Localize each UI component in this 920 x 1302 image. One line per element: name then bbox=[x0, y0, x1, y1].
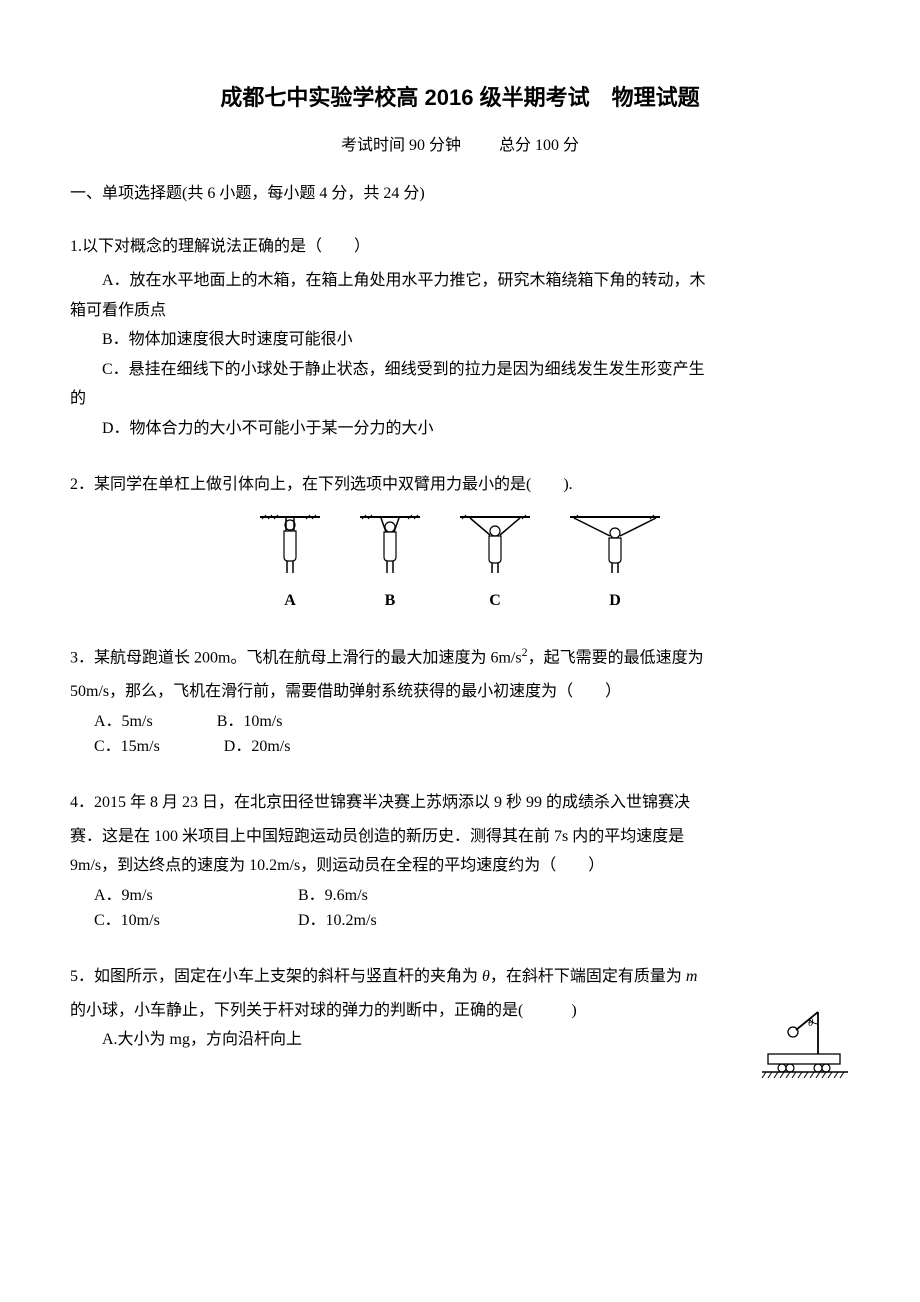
q4-opts-row1: A．9m/s B．9.6m/s bbox=[94, 883, 850, 909]
q1-opt-a-l1: A．放在水平地面上的木箱，在箱上角处用水平力推它，研究木箱绕箱下角的转动，木 bbox=[102, 268, 850, 294]
theta-label: θ bbox=[808, 1017, 814, 1029]
question-2: 2．某同学在单杠上做引体向上，在下列选项中双臂用力最小的是( ). A bbox=[70, 472, 850, 614]
q4-stem-l1: 4．2015 年 8 月 23 日，在北京田径世锦赛半决赛上苏炳添以 9 秒 9… bbox=[70, 790, 850, 816]
pullup-a-icon bbox=[260, 511, 320, 575]
q5-pre: 5．如图所示，固定在小车上支架的斜杆与竖直杆的夹角为 bbox=[70, 968, 482, 985]
question-3: 3．某航母跑道长 200m。飞机在航母上滑行的最大加速度为 6m/s2，起飞需要… bbox=[70, 643, 850, 760]
q1-opt-a-l2: 箱可看作质点 bbox=[70, 298, 850, 324]
q4-stem-l2: 赛．这是在 100 米项目上中国短跑运动员创造的新历史．测得其在前 7s 内的平… bbox=[70, 824, 850, 850]
q3-opt-d: D．20m/s bbox=[224, 734, 291, 760]
q3-opt-b: B．10m/s bbox=[217, 709, 283, 735]
exam-time: 考试时间 90 分钟 bbox=[341, 137, 461, 154]
pullup-d-icon bbox=[570, 511, 660, 575]
q1-stem: 1.以下对概念的理解说法正确的是（ ） bbox=[70, 234, 850, 260]
q2-fig-c: C bbox=[460, 511, 530, 613]
q1-opt-b: B．物体加速度很大时速度可能很小 bbox=[102, 327, 850, 353]
q2-fig-a: A bbox=[260, 511, 320, 613]
q3-opt-c: C．15m/s bbox=[94, 734, 160, 760]
q2-label-c: C bbox=[460, 588, 530, 614]
q5-mid: ，在斜杆下端固定有质量为 bbox=[490, 968, 686, 985]
q1-opt-d: D．物体合力的大小不可能小于某一分力的大小 bbox=[102, 416, 850, 442]
exam-title: 成都七中实验学校高 2016 级半期考试 物理试题 bbox=[70, 80, 850, 115]
exam-total: 总分 100 分 bbox=[499, 137, 579, 154]
q2-label-a: A bbox=[260, 588, 320, 614]
q3-opts-row2: C．15m/s D．20m/s bbox=[94, 734, 850, 760]
q4-opt-a: A．9m/s bbox=[94, 883, 294, 909]
section-1-header: 一、单项选择题(共 6 小题，每小题 4 分，共 24 分) bbox=[70, 181, 850, 207]
q4-opt-c: C．10m/s bbox=[94, 908, 294, 934]
pullup-b-icon bbox=[360, 511, 420, 575]
cart-pole-icon: θ bbox=[760, 1002, 850, 1084]
exam-subtitle: 考试时间 90 分钟 总分 100 分 bbox=[70, 133, 850, 159]
q4-opts-row2: C．10m/s D．10.2m/s bbox=[94, 908, 850, 934]
q3-opt-a: A．5m/s bbox=[94, 709, 153, 735]
q3-opts-row1: A．5m/s B．10m/s bbox=[94, 709, 850, 735]
q5-opt-a: A.大小为 mg，方向沿杆向上 bbox=[102, 1027, 850, 1053]
q3-stem-l2: 50m/s，那么，飞机在滑行前，需要借助弹射系统获得的最小初速度为（ ） bbox=[70, 679, 850, 705]
q5-stem-l1: 5．如图所示，固定在小车上支架的斜杆与竖直杆的夹角为 θ，在斜杆下端固定有质量为… bbox=[70, 964, 850, 990]
q4-opt-d: D．10.2m/s bbox=[298, 908, 498, 934]
q3-stem-l1: 3．某航母跑道长 200m。飞机在航母上滑行的最大加速度为 6m/s2，起飞需要… bbox=[70, 643, 850, 671]
q2-label-b: B bbox=[360, 588, 420, 614]
question-5: 5．如图所示，固定在小车上支架的斜杆与竖直杆的夹角为 θ，在斜杆下端固定有质量为… bbox=[70, 964, 850, 1092]
q1-opt-c-l2: 的 bbox=[70, 386, 850, 412]
q5-figure: θ bbox=[760, 1002, 850, 1093]
q4-opt-b: B．9.6m/s bbox=[298, 883, 498, 909]
q2-stem: 2．某同学在单杠上做引体向上，在下列选项中双臂用力最小的是( ). bbox=[70, 472, 850, 498]
q2-fig-b: B bbox=[360, 511, 420, 613]
question-1: 1.以下对概念的理解说法正确的是（ ） A．放在水平地面上的木箱，在箱上角处用水… bbox=[70, 234, 850, 441]
q5-stem-l2: 的小球，小车静止，下列关于杆对球的弹力的判断中，正确的是( ) bbox=[70, 998, 850, 1024]
q3-stem-post: ，起飞需要的最低速度为 bbox=[528, 650, 704, 667]
q2-figures: A B bbox=[70, 511, 850, 613]
question-4: 4．2015 年 8 月 23 日，在北京田径世锦赛半决赛上苏炳添以 9 秒 9… bbox=[70, 790, 850, 934]
q3-stem-pre: 3．某航母跑道长 200m。飞机在航母上滑行的最大加速度为 6m/s bbox=[70, 650, 522, 667]
q4-stem-l3: 9m/s，到达终点的速度为 10.2m/s，则运动员在全程的平均速度约为（ ） bbox=[70, 853, 850, 879]
q2-fig-d: D bbox=[570, 511, 660, 613]
q1-opt-c-l1: C．悬挂在细线下的小球处于静止状态，细线受到的拉力是因为细线发生发生形变产生 bbox=[102, 357, 850, 383]
pullup-c-icon bbox=[460, 511, 530, 575]
q2-label-d: D bbox=[570, 588, 660, 614]
q5-m: m bbox=[686, 968, 698, 985]
q5-theta: θ bbox=[482, 968, 490, 985]
